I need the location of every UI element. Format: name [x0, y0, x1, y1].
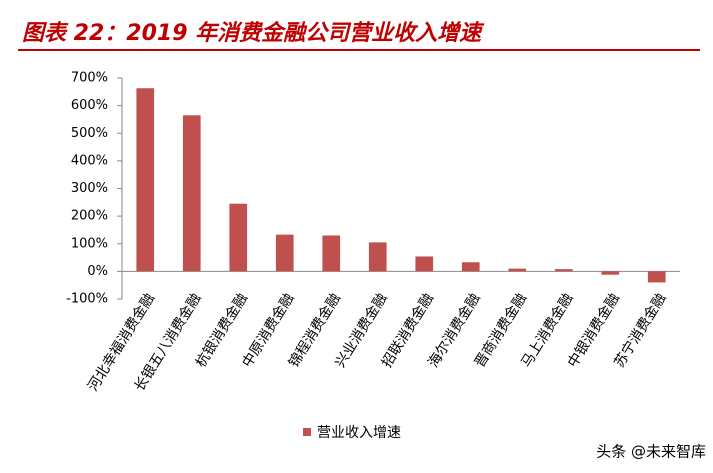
- bar: [182, 115, 201, 272]
- chart-title: 图表 22：2019 年消费金融公司营业收入增速: [22, 20, 485, 46]
- legend-swatch: [303, 428, 311, 436]
- y-tick-label: 400%: [71, 153, 108, 168]
- y-tick-label: 500%: [71, 126, 108, 141]
- y-tick-label: 0%: [87, 264, 108, 279]
- bar: [322, 235, 341, 272]
- bar: [508, 268, 527, 272]
- watermark: 头条 @未来智库: [596, 443, 706, 461]
- bar: [647, 271, 666, 283]
- bar: [136, 88, 155, 272]
- y-tick-label: -100%: [66, 292, 108, 307]
- bar: [275, 234, 294, 272]
- bar: [415, 256, 434, 272]
- y-tick-label: 200%: [71, 209, 108, 224]
- bar: [229, 203, 248, 272]
- legend-label: 营业收入增速: [317, 425, 401, 441]
- y-tick-label: 100%: [71, 236, 108, 251]
- y-tick-label: 600%: [71, 98, 108, 113]
- y-tick-label: 300%: [71, 181, 108, 196]
- bar: [368, 242, 387, 272]
- bar: [461, 262, 480, 272]
- bar: [601, 271, 620, 275]
- y-tick-label: 700%: [71, 71, 108, 86]
- bar: [554, 269, 573, 272]
